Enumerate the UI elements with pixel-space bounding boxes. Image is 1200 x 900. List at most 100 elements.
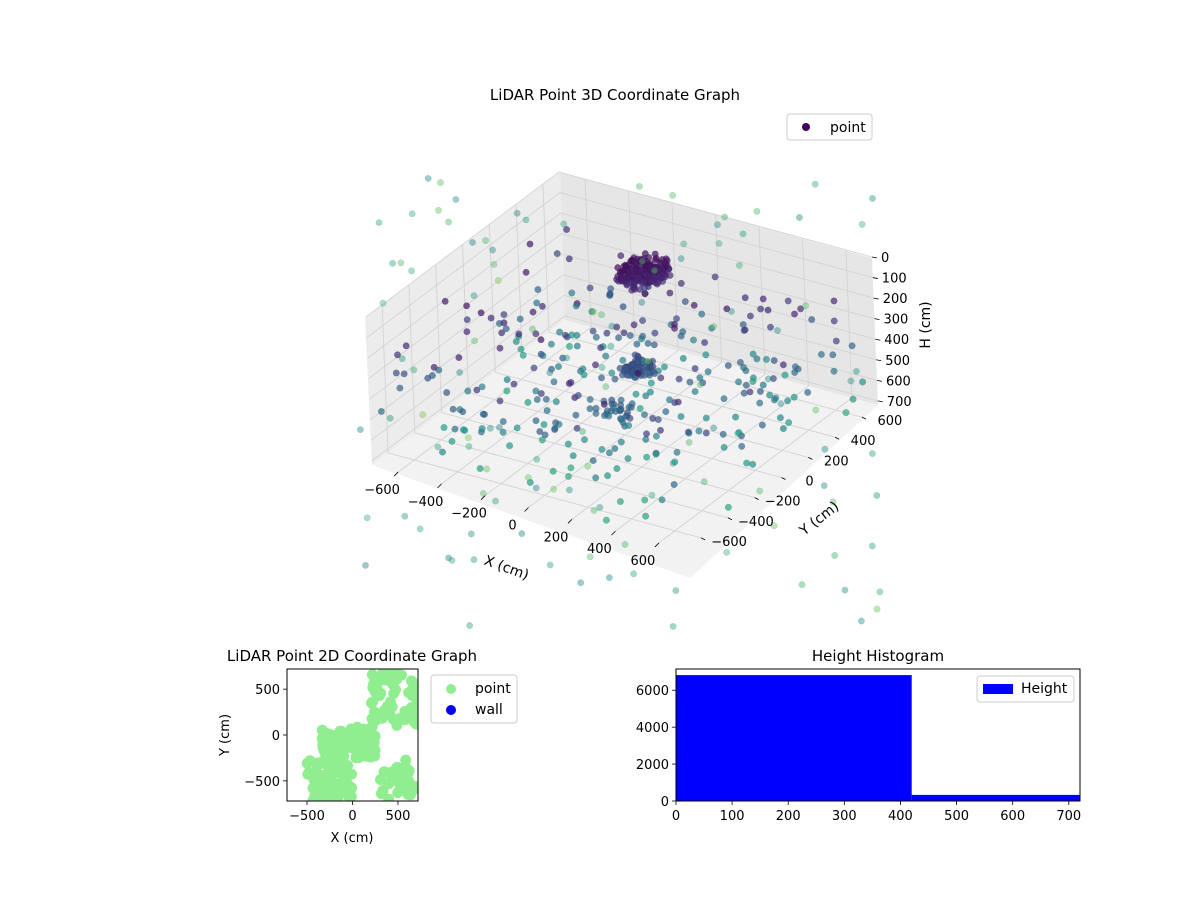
point-3d	[625, 422, 633, 430]
point-3d-far	[605, 574, 613, 581]
pane-back-wall	[560, 172, 878, 405]
point-3d-far	[495, 423, 503, 431]
point-3d	[513, 424, 521, 432]
point-3d-far	[669, 459, 677, 467]
point-3d-far	[375, 219, 383, 227]
point-2d	[360, 750, 372, 762]
point-3d	[586, 395, 594, 403]
point-3d	[770, 396, 778, 404]
point-3d	[849, 395, 857, 403]
point-3d	[797, 305, 805, 313]
point-3d	[817, 350, 825, 358]
point-3d	[478, 383, 486, 391]
point-3d	[516, 315, 524, 323]
point-3d	[631, 278, 639, 286]
point-3d	[643, 257, 651, 265]
y-axis-label-3d: Y (cm)	[796, 499, 842, 540]
point-3d	[613, 323, 621, 331]
x-tick-label-2d: −500	[289, 809, 325, 824]
point-3d	[643, 453, 651, 461]
y-tick-label-3d: −600	[711, 535, 747, 550]
point-3d	[651, 370, 659, 378]
point-3d	[642, 512, 650, 520]
point-3d-far	[456, 368, 463, 376]
point-3d	[636, 404, 644, 412]
grid-floor-y	[521, 351, 836, 438]
point-3d	[690, 336, 698, 344]
point-3d	[702, 414, 710, 422]
point-3d-far	[419, 411, 427, 419]
point-3d	[749, 350, 757, 358]
point-3d	[473, 386, 481, 394]
y-tick-3d	[861, 416, 867, 420]
y-tick-label-2d: 500	[255, 683, 280, 698]
point-3d	[646, 388, 654, 396]
point-3d	[670, 481, 678, 489]
y-axis-label-2d: Y (cm)	[218, 714, 233, 757]
point-3d-far	[494, 277, 502, 284]
point-2d	[391, 669, 403, 679]
point-3d-far	[489, 246, 496, 254]
point-3d	[753, 355, 761, 363]
point-3d	[565, 380, 573, 388]
grid-left-z	[366, 192, 561, 338]
point-3d-far	[811, 180, 819, 188]
point-3d	[829, 351, 837, 359]
point-3d-far	[434, 443, 442, 451]
point-3d	[654, 416, 662, 424]
point-3d	[503, 376, 511, 384]
point-3d	[622, 364, 630, 372]
z-tick-label-3d: 700	[887, 395, 912, 410]
point-3d-far	[770, 522, 778, 530]
point-3d-far	[644, 357, 652, 365]
point-3d	[581, 436, 589, 444]
point-2d	[335, 725, 347, 737]
point-3d	[723, 305, 731, 313]
x-tick-label-3d: −600	[364, 483, 400, 498]
point-3d	[534, 286, 542, 294]
point-3d-far	[736, 261, 743, 269]
point-3d	[519, 351, 527, 359]
point-3d	[549, 467, 557, 475]
point-3d	[627, 403, 635, 411]
y-tick-label-histogram: 0	[661, 795, 669, 810]
point-3d-far	[636, 182, 643, 190]
x-tick-3d	[437, 483, 442, 489]
point-3d-far	[590, 506, 598, 514]
point-3d	[671, 458, 679, 466]
point-3d	[443, 389, 451, 397]
x-tick-3d	[654, 542, 660, 548]
point-3d	[639, 317, 647, 325]
point-3d	[736, 358, 744, 366]
y-tick-label-3d: 200	[824, 454, 849, 469]
point-3d	[701, 339, 709, 347]
point-3d	[641, 496, 649, 504]
y-tick-label-3d: 600	[877, 414, 902, 429]
grid-floor-y	[468, 392, 782, 478]
point-3d	[698, 310, 706, 318]
x-tick-label-2d: 500	[386, 809, 411, 824]
point-3d	[617, 396, 625, 404]
x-tick-label-histogram: 400	[888, 809, 913, 824]
point-2d	[388, 772, 400, 784]
point-3d	[543, 407, 551, 415]
x-tick-3d	[524, 507, 529, 512]
point-3d	[589, 327, 597, 335]
point-3d	[648, 278, 656, 286]
point-3d-far	[464, 434, 472, 442]
y-tick-label-2d: −500	[244, 775, 280, 790]
point-3d	[586, 284, 594, 292]
point-3d	[597, 344, 605, 352]
point-3d	[500, 311, 508, 319]
point-3d	[606, 290, 614, 298]
point-3d	[642, 392, 650, 400]
z-tick-3d	[876, 359, 882, 362]
point-3d-far	[398, 355, 406, 363]
point-3d	[791, 363, 799, 371]
point-3d	[532, 387, 540, 395]
point-3d	[617, 416, 625, 424]
point-3d-far	[490, 260, 498, 268]
point-2d	[316, 733, 328, 745]
point-3d	[547, 340, 555, 348]
point-3d-far	[533, 455, 541, 463]
